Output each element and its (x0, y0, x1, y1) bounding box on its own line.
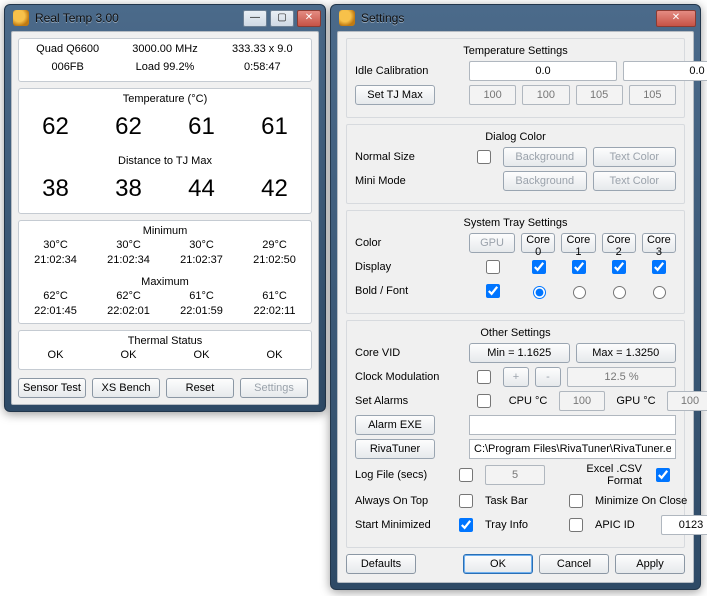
normal-size-check[interactable] (477, 150, 491, 164)
cpu-code: 006FB (19, 61, 116, 73)
display-core2-check[interactable] (612, 260, 626, 274)
tj-2: 105 (576, 85, 623, 105)
mini-text-button[interactable]: Text Color (593, 171, 677, 191)
min-label: Minimum (19, 221, 311, 239)
bold-radio-2[interactable] (613, 286, 626, 299)
close-button[interactable]: ✕ (297, 10, 321, 27)
clock-mod-value: 12.5 % (567, 367, 676, 387)
bold-radio-0[interactable] (533, 286, 546, 299)
settings-title: Settings (361, 11, 656, 25)
cpu-uptime: 0:58:47 (214, 61, 311, 73)
mini-bg-button[interactable]: Background (503, 171, 587, 191)
max-label: Maximum (19, 272, 311, 290)
rivatuner-button[interactable]: RivaTuner (355, 439, 435, 459)
csv-check[interactable] (656, 468, 670, 482)
minimize-button[interactable]: — (243, 10, 267, 27)
core0-color-button[interactable]: Core 0 (521, 233, 555, 253)
alarm-exe-button[interactable]: Alarm EXE (355, 415, 435, 435)
bold-check[interactable] (486, 284, 500, 298)
tj-1: 100 (522, 85, 569, 105)
core3-color-button[interactable]: Core 3 (642, 233, 676, 253)
always-on-top-check[interactable] (459, 494, 473, 508)
tj-3: 105 (629, 85, 676, 105)
start-min-check[interactable] (459, 518, 473, 532)
main-window: Real Temp 3.00 — ▢ ✕ Quad Q6600 3000.00 … (4, 4, 326, 412)
alarm-cpu-value: 100 (559, 391, 605, 411)
clock-mod-check[interactable] (477, 370, 491, 384)
bold-radio-3[interactable] (653, 286, 666, 299)
settings-icon (339, 10, 355, 26)
reset-button[interactable]: Reset (166, 378, 234, 398)
clock-plus-button[interactable]: + (503, 367, 529, 387)
set-tjmax-button[interactable]: Set TJ Max (355, 85, 435, 105)
cpu-mhz: 3000.00 MHz (116, 43, 213, 55)
main-titlebar[interactable]: Real Temp 3.00 — ▢ ✕ (5, 5, 325, 31)
tray-info-check[interactable] (569, 518, 583, 532)
settings-titlebar[interactable]: Settings ✕ (331, 5, 700, 31)
normal-bg-button[interactable]: Background (503, 147, 587, 167)
cpu-load: Load 99.2% (116, 61, 213, 73)
ok-button[interactable]: OK (463, 554, 533, 574)
settings-window: Settings ✕ Temperature Settings Idle Cal… (330, 4, 701, 590)
settings-close-button[interactable]: ✕ (656, 10, 696, 27)
core2-color-button[interactable]: Core 2 (602, 233, 636, 253)
dialog-color-group: Dialog Color Normal Size Background Text… (346, 124, 685, 204)
display-gpu-check[interactable] (486, 260, 500, 274)
maximize-button[interactable]: ▢ (270, 10, 294, 27)
alarm-gpu-value: 100 (667, 391, 707, 411)
system-tray-group: System Tray Settings Color GPU Core 0 Co… (346, 210, 685, 314)
display-core0-check[interactable] (532, 260, 546, 274)
taskbar-check[interactable] (569, 494, 583, 508)
idle-cal-1[interactable] (623, 61, 707, 81)
settings-button[interactable]: Settings (240, 378, 308, 398)
temperature-settings-group: Temperature Settings Idle Calibration Se… (346, 38, 685, 118)
idle-calibration-label: Idle Calibration (355, 65, 465, 77)
tj-0: 100 (469, 85, 516, 105)
tjmax-label: Distance to TJ Max (19, 151, 311, 169)
idle-cal-0[interactable] (469, 61, 617, 81)
tjmax-row: 38 38 44 42 (19, 169, 311, 213)
app-icon (13, 10, 29, 26)
cancel-button[interactable]: Cancel (539, 554, 609, 574)
vid-min-button[interactable]: Min = 1.1625 (469, 343, 570, 363)
core1-color-button[interactable]: Core 1 (561, 233, 595, 253)
rivatuner-path[interactable] (469, 439, 676, 459)
log-file-check[interactable] (459, 468, 473, 482)
temp-row: 62 62 61 61 (19, 107, 311, 151)
apply-button[interactable]: Apply (615, 554, 685, 574)
set-alarms-check[interactable] (477, 394, 491, 408)
alarm-exe-path[interactable] (469, 415, 676, 435)
defaults-button[interactable]: Defaults (346, 554, 416, 574)
xs-bench-button[interactable]: XS Bench (92, 378, 160, 398)
apic-id-field[interactable] (661, 515, 707, 535)
sensor-test-button[interactable]: Sensor Test (18, 378, 86, 398)
thermal-label: Thermal Status (19, 331, 311, 349)
gpu-color-button[interactable]: GPU (469, 233, 515, 253)
display-core3-check[interactable] (652, 260, 666, 274)
display-core1-check[interactable] (572, 260, 586, 274)
bold-radio-1[interactable] (573, 286, 586, 299)
vid-max-button[interactable]: Max = 1.3250 (576, 343, 677, 363)
cpu-fsb: 333.33 x 9.0 (214, 43, 311, 55)
clock-minus-button[interactable]: - (535, 367, 561, 387)
normal-text-button[interactable]: Text Color (593, 147, 677, 167)
log-file-value: 5 (485, 465, 545, 485)
other-settings-group: Other Settings Core VID Min = 1.1625 Max… (346, 320, 685, 548)
cpu-name: Quad Q6600 (19, 43, 116, 55)
main-title: Real Temp 3.00 (35, 11, 243, 25)
temp-label: Temperature (°C) (19, 89, 311, 107)
